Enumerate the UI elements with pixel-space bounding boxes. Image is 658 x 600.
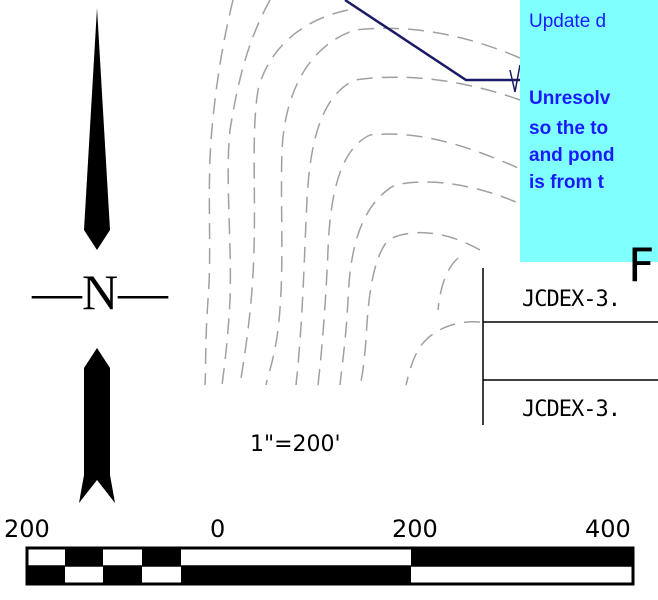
- scale-tick-label: 200: [392, 515, 438, 543]
- note-line: so the to: [529, 118, 609, 139]
- contour-line: [405, 321, 481, 386]
- contour-line: [265, 27, 521, 386]
- scale-bar-segment: [411, 548, 633, 566]
- contour-line: [204, 0, 234, 386]
- note-line: Update d: [529, 11, 607, 32]
- scale-bar-segments: [27, 548, 633, 584]
- scale-tick-label: 0: [210, 515, 226, 543]
- note-line: is from t: [529, 172, 604, 193]
- table-heading: F: [628, 238, 655, 292]
- scale-bar-segment: [27, 566, 65, 584]
- road-marker: [509, 64, 521, 93]
- scale-bar-segment: [103, 566, 142, 584]
- contour-line: [437, 257, 459, 311]
- scale-ratio: 1"=200': [250, 432, 341, 457]
- data-table: [482, 268, 658, 425]
- scale-bar-segment: [142, 548, 181, 566]
- note-line: Unresolv: [529, 88, 611, 109]
- north-arrow-bottom: [79, 348, 115, 503]
- scale-bar-segment: [219, 566, 411, 584]
- table-row-label: JCDEX-3.: [522, 397, 621, 422]
- contour-line: [317, 133, 541, 386]
- contour-line: [239, 9, 349, 386]
- scale-bar: [25, 546, 635, 586]
- scale-bar-segment: [181, 566, 219, 584]
- contour-line: [359, 231, 481, 386]
- scale-bar-segment: [65, 548, 103, 566]
- scale-tick-label: 400: [585, 515, 631, 543]
- north-label: —N—: [31, 264, 169, 320]
- contour-line: [221, 0, 271, 386]
- contour-lines: [204, 0, 561, 386]
- north-arrow-top: [84, 8, 110, 250]
- contour-line: [339, 181, 561, 386]
- comment-note: Update d Unresolv so the to and pond is …: [520, 0, 658, 262]
- road-line: [344, 0, 520, 82]
- scale-tick-label: 200: [4, 515, 50, 543]
- note-line: and pond: [529, 145, 615, 166]
- table-row-label: JCDEX-3.: [522, 287, 621, 312]
- contour-line: [295, 76, 521, 386]
